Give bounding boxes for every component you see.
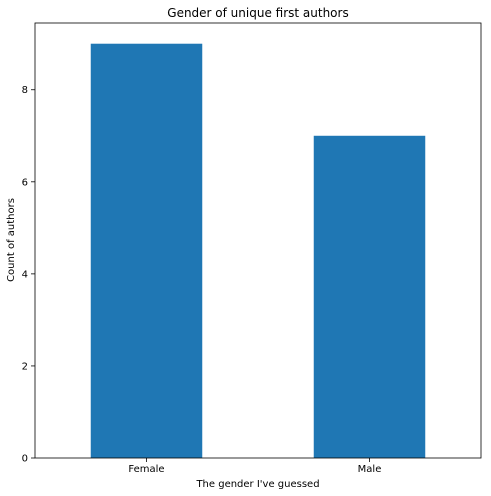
y-tick-label: 6: [22, 177, 28, 188]
y-tick-label: 2: [22, 361, 28, 372]
y-axis-label: Count of authors: [6, 198, 17, 282]
y-tick-label: 0: [22, 454, 28, 465]
chart-title: Gender of unique first authors: [167, 6, 348, 20]
x-axis-label: The gender I've guessed: [195, 479, 319, 490]
bar-male: [313, 135, 426, 458]
x-axis: Female Male: [128, 458, 381, 475]
bar-female: [90, 43, 203, 458]
x-tick-label: Male: [358, 464, 382, 475]
y-tick-label: 4: [22, 269, 28, 280]
y-tick-label: 8: [22, 85, 28, 96]
x-tick-label: Female: [128, 464, 164, 475]
bars-group: [90, 43, 426, 458]
plot-frame: [34, 22, 482, 459]
y-axis: 0 2 4 6 8: [22, 85, 35, 465]
